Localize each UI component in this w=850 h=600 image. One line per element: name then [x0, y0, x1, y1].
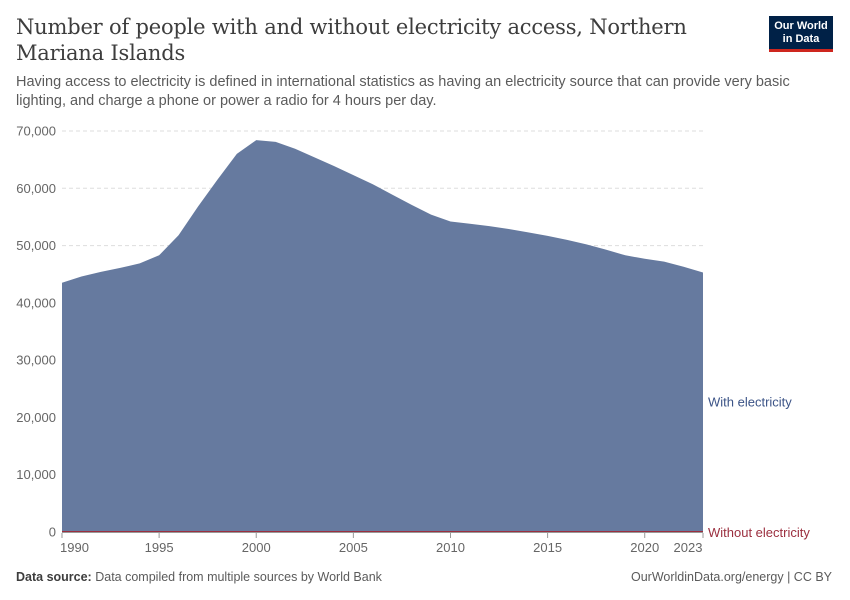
chart-subtitle: Having access to electricity is defined … — [16, 74, 790, 109]
x-tick-label: 2010 — [436, 540, 465, 555]
x-tick-label: 2005 — [339, 540, 368, 555]
y-tick-label: 30,000 — [16, 353, 56, 368]
logo-line-2: in Data — [782, 32, 820, 45]
data-source-label: Data source: — [16, 570, 92, 584]
x-tick-label: 2020 — [630, 540, 659, 555]
y-tick-label: 50,000 — [16, 238, 56, 253]
logo-line-1: Our World — [774, 20, 828, 32]
x-tick-label: 2015 — [533, 540, 562, 555]
area-with-electricity[interactable] — [62, 140, 703, 533]
data-source: Data source: Data compiled from multiple… — [16, 570, 382, 584]
y-tick-label: 10,000 — [16, 467, 56, 482]
x-tick-label: 2023 — [674, 540, 703, 555]
credit-link[interactable]: OurWorldinData.org/energy | CC BY — [630, 570, 832, 584]
x-tick-label: 1995 — [145, 540, 174, 555]
chart-title: Number of people with and without electr… — [16, 15, 687, 65]
x-tick-label: 1990 — [60, 540, 89, 555]
data-source-text[interactable]: Data compiled from multiple sources by W… — [95, 570, 382, 584]
series-label-with-electricity[interactable]: With electricity — [708, 395, 792, 410]
owid-logo[interactable]: Our World in Data — [769, 16, 833, 52]
y-axis-ticks: 0 10,000 20,000 30,000 40,000 50,000 60,000 70,… — [16, 124, 56, 540]
y-tick-label: 60,000 — [16, 181, 56, 196]
y-tick-label: 20,000 — [16, 410, 56, 425]
x-axis-ticks: 1990 1995 2000 2005 2010 2015 2020 2023 — [60, 533, 704, 555]
series-label-without-electricity[interactable]: Without electricity — [708, 525, 810, 540]
series-labels: With electricity Without electricity — [708, 395, 810, 540]
y-tick-label: 70,000 — [16, 124, 56, 139]
y-tick-label: 0 — [49, 525, 56, 540]
chart-areas — [62, 140, 703, 533]
y-tick-label: 40,000 — [16, 295, 56, 310]
x-tick-label: 2000 — [242, 540, 271, 555]
